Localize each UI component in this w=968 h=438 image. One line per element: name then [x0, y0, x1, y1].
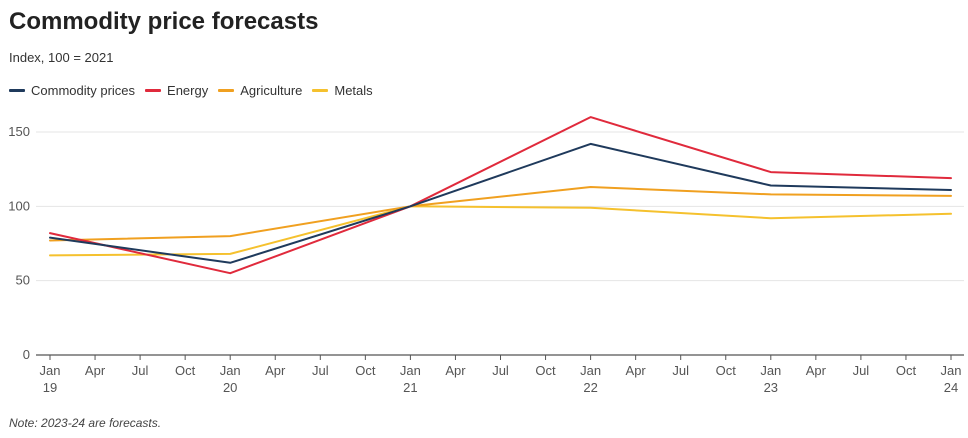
x-tick-label-year: 22	[583, 380, 597, 395]
legend-swatch-agriculture	[218, 89, 235, 92]
series-line-commodity-prices	[49, 142, 952, 264]
legend-label-metals: Metals	[334, 83, 373, 98]
x-tick-label: Apr	[445, 363, 466, 378]
x-tick-label-year: 21	[403, 380, 417, 395]
y-axis-tick-labels: 0 50 100 150	[8, 124, 30, 362]
legend-swatch-energy	[145, 89, 162, 92]
legend-item-commodity-prices: Commodity prices	[9, 83, 135, 98]
x-tick-label-year: 20	[223, 380, 237, 395]
x-tick-label: Apr	[265, 363, 286, 378]
y-tick-label-150: 150	[8, 124, 30, 139]
x-tick-label: Oct	[355, 363, 376, 378]
x-tick-label: Jan	[580, 363, 601, 378]
x-tick-label-year: 23	[764, 380, 778, 395]
legend-label-agriculture: Agriculture	[240, 83, 303, 98]
x-tick-label: Jul	[492, 363, 509, 378]
x-tick-label: Jan	[40, 363, 61, 378]
x-tick-label: Jan	[400, 363, 421, 378]
x-tick-label: Jul	[672, 363, 689, 378]
x-axis-tick-labels: Jan 19 Apr Jul Oct Jan 20 Apr Jul Oct Jan 21 Apr Jul O…	[40, 355, 962, 395]
legend-item-agriculture: Agriculture	[218, 83, 302, 98]
legend-swatch-commodity-prices	[9, 89, 25, 92]
x-tick-label: Oct	[175, 363, 196, 378]
y-tick-label-50: 50	[16, 273, 30, 288]
x-tick-label: Jan	[220, 363, 241, 378]
x-tick-label: Apr	[85, 363, 106, 378]
x-tick-label: Oct	[896, 363, 917, 378]
series-lines	[49, 116, 952, 275]
x-tick-label: Oct	[716, 363, 737, 378]
series-line-agriculture	[49, 186, 952, 242]
x-tick-label-year: 24	[944, 380, 958, 395]
x-tick-label: Jul	[853, 363, 870, 378]
legend-item-energy: Energy	[145, 83, 208, 98]
chart-legend: Commodity prices Energy Agriculture Meta…	[9, 83, 383, 98]
legend-item-metals: Metals	[312, 83, 373, 98]
series-line-energy	[49, 116, 952, 275]
legend-swatch-metals	[312, 89, 329, 92]
x-tick-label: Apr	[626, 363, 647, 378]
chart-title: Commodity price forecasts	[9, 8, 319, 35]
x-tick-label-year: 19	[43, 380, 57, 395]
chart-note: Note: 2023-24 are forecasts.	[9, 416, 162, 430]
x-tick-label: Apr	[806, 363, 827, 378]
gridlines	[36, 131, 964, 356]
legend-label-commodity-prices: Commodity prices	[31, 83, 136, 98]
x-tick-label: Jan	[760, 363, 781, 378]
x-tick-label: Jan	[941, 363, 962, 378]
y-tick-label-100: 100	[8, 198, 30, 213]
chart-subtitle: Index, 100 = 2021	[9, 50, 114, 65]
y-tick-label-0: 0	[23, 347, 30, 362]
legend-label-energy: Energy	[167, 83, 209, 98]
x-tick-label: Oct	[535, 363, 556, 378]
series-line-metals	[49, 205, 952, 257]
x-tick-label: Jul	[312, 363, 329, 378]
x-tick-label: Jul	[132, 363, 149, 378]
